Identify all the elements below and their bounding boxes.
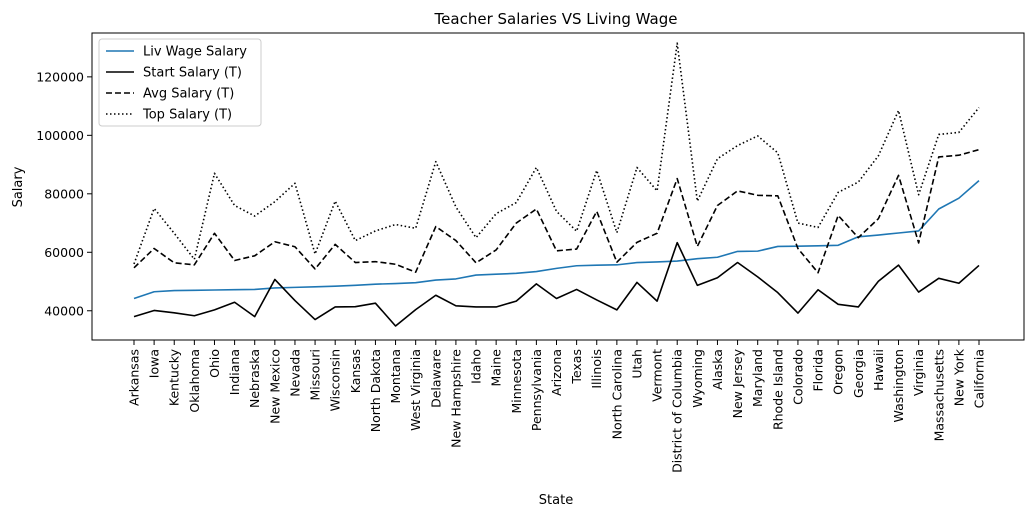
y-tick-label: 80000 (44, 186, 84, 201)
x-tick-label: Arizona (549, 349, 564, 396)
x-tick-label: Alaska (710, 349, 725, 390)
x-tick-label: Vermont (650, 349, 665, 402)
x-tick-label: Hawaii (871, 349, 886, 391)
series-line-2 (133, 148, 980, 274)
y-tick-label: 60000 (44, 245, 84, 260)
x-tick-label: Oregon (831, 349, 846, 395)
series-line-3 (133, 42, 980, 265)
y-axis: 40000 60000 80000 100000 120000 (36, 69, 92, 318)
x-tick-label: Maine (489, 349, 504, 387)
x-tick-label: Pennsylvania (529, 349, 544, 431)
x-axis: Arkansas Iowa Kentucky Oklahoma Ohio Indiana N… (127, 340, 987, 473)
x-tick-label: New Jersey (730, 348, 745, 418)
x-tick-label: Wyoming (690, 349, 705, 408)
x-tick-label: New Hampshire (448, 349, 463, 448)
series-line-0 (133, 180, 980, 300)
x-tick-label: Indiana (227, 349, 242, 395)
x-tick-label: New Mexico (267, 349, 282, 424)
x-tick-label: Minnesota (509, 349, 524, 414)
y-tick-label: 100000 (36, 128, 84, 143)
legend-label-2: Avg Salary (T) (143, 87, 234, 102)
x-tick-label: Wisconsin (328, 349, 343, 411)
x-tick-label: Iowa (147, 349, 162, 378)
x-tick-label: Texas (569, 349, 584, 385)
y-tick-label: 120000 (36, 69, 84, 84)
x-tick-label: Kentucky (167, 348, 182, 406)
x-tick-label: Nebraska (247, 349, 262, 408)
series-group (133, 42, 980, 327)
x-tick-label: Illinois (589, 349, 604, 389)
x-tick-label: Nevada (287, 349, 302, 397)
legend-label-3: Top Salary (T) (142, 108, 232, 123)
x-tick-label: Florida (811, 349, 826, 392)
x-tick-label: District of Columbia (670, 349, 685, 473)
x-tick-label: Kansas (348, 349, 363, 393)
x-tick-label: North Carolina (609, 349, 624, 439)
x-tick-label: West Virginia (408, 349, 423, 431)
x-tick-label: Oklahoma (187, 349, 202, 413)
x-tick-label: North Dakota (368, 349, 383, 432)
chart-title: Teacher Salaries VS Living Wage (434, 10, 678, 28)
x-tick-label: Massachusetts (931, 349, 946, 441)
legend-label-1: Start Salary (T) (143, 66, 242, 81)
x-tick-label: Utah (629, 349, 644, 379)
x-axis-label: State (539, 493, 573, 508)
x-tick-label: Idaho (469, 349, 484, 384)
legend: Liv Wage Salary Start Salary (T) Avg Salar… (98, 38, 262, 127)
x-tick-label: Colorado (790, 349, 805, 405)
x-tick-label: Delaware (428, 349, 443, 408)
x-tick-label: Rhode Island (770, 349, 785, 430)
legend-label-0: Liv Wage Salary (143, 45, 247, 60)
y-axis-label: Salary (11, 166, 26, 207)
x-tick-label: Arkansas (127, 349, 142, 406)
x-tick-label: Washington (891, 349, 906, 422)
x-tick-label: Georgia (851, 349, 866, 398)
x-tick-label: Montana (388, 349, 403, 404)
legend-box (98, 38, 262, 127)
y-tick-label: 40000 (44, 303, 84, 318)
x-tick-label: Maryland (750, 349, 765, 407)
x-tick-label: New York (951, 348, 966, 406)
x-tick-label: Ohio (207, 349, 222, 378)
x-tick-label: Virginia (911, 349, 926, 396)
x-tick-label: California (972, 349, 987, 408)
series-line-1 (133, 241, 980, 327)
plot-frame (91, 32, 1025, 341)
x-tick-label: Missouri (308, 349, 323, 400)
